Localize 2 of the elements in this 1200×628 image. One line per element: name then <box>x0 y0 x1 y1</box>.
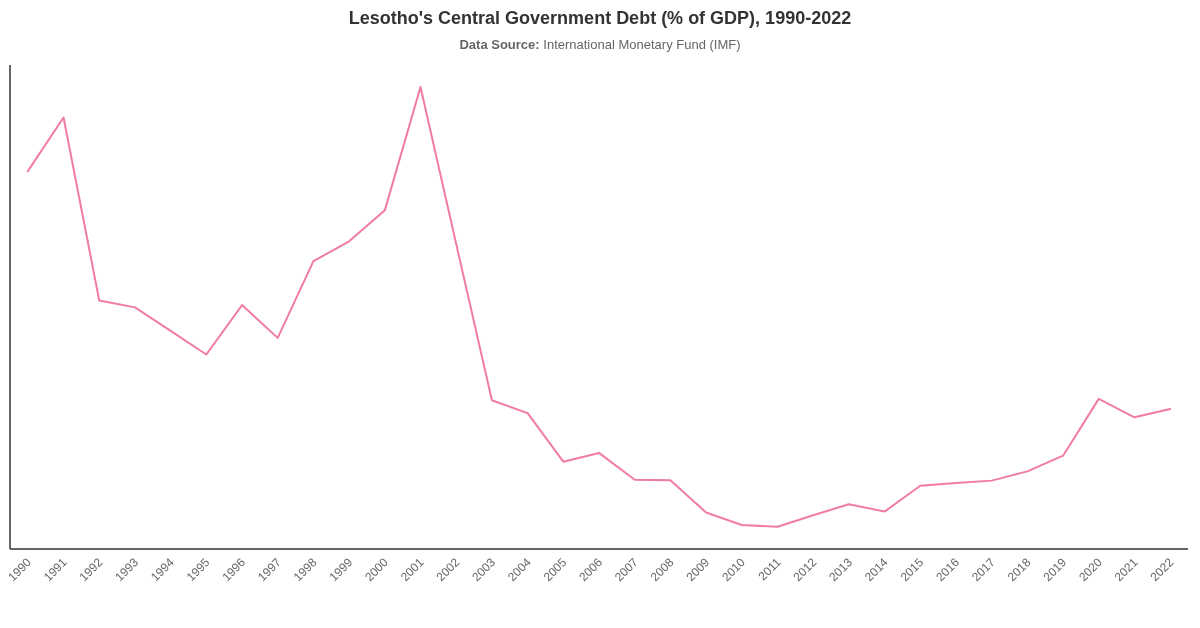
chart-subtitle: Data Source: International Monetary Fund (IMF) <box>459 37 741 52</box>
chart-title: Lesotho's Central Government Debt (% of GDP), 1990-2022 <box>348 8 852 28</box>
